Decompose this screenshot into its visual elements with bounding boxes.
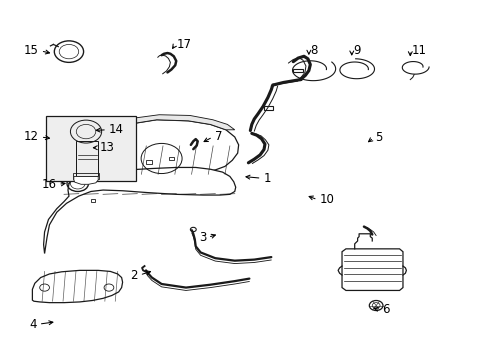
Text: 5: 5	[375, 131, 382, 144]
Bar	[293, 69, 303, 72]
Bar	[264, 107, 272, 110]
Polygon shape	[43, 167, 235, 253]
Text: 13: 13	[100, 141, 115, 154]
Bar	[146, 160, 152, 164]
Text: 3: 3	[199, 231, 206, 244]
Polygon shape	[32, 270, 122, 303]
Text: 9: 9	[353, 44, 360, 57]
Text: 10: 10	[319, 193, 334, 206]
Text: 15: 15	[24, 44, 39, 57]
Text: 17: 17	[177, 38, 192, 51]
Text: 12: 12	[24, 130, 39, 144]
Text: 1: 1	[263, 172, 270, 185]
Bar	[45, 116, 136, 181]
Bar	[168, 157, 173, 160]
Text: 8: 8	[310, 44, 317, 57]
Bar	[73, 173, 99, 179]
Text: 16: 16	[41, 178, 56, 191]
Bar	[91, 199, 95, 202]
Polygon shape	[86, 120, 238, 176]
Text: 14: 14	[108, 123, 123, 136]
Bar	[76, 140, 98, 176]
Polygon shape	[341, 249, 402, 291]
Text: 11: 11	[411, 44, 426, 57]
Text: 2: 2	[130, 269, 138, 282]
Text: 4: 4	[29, 318, 37, 331]
Text: 6: 6	[381, 303, 388, 316]
Polygon shape	[105, 115, 234, 132]
Text: 7: 7	[214, 130, 222, 144]
Polygon shape	[74, 176, 98, 184]
